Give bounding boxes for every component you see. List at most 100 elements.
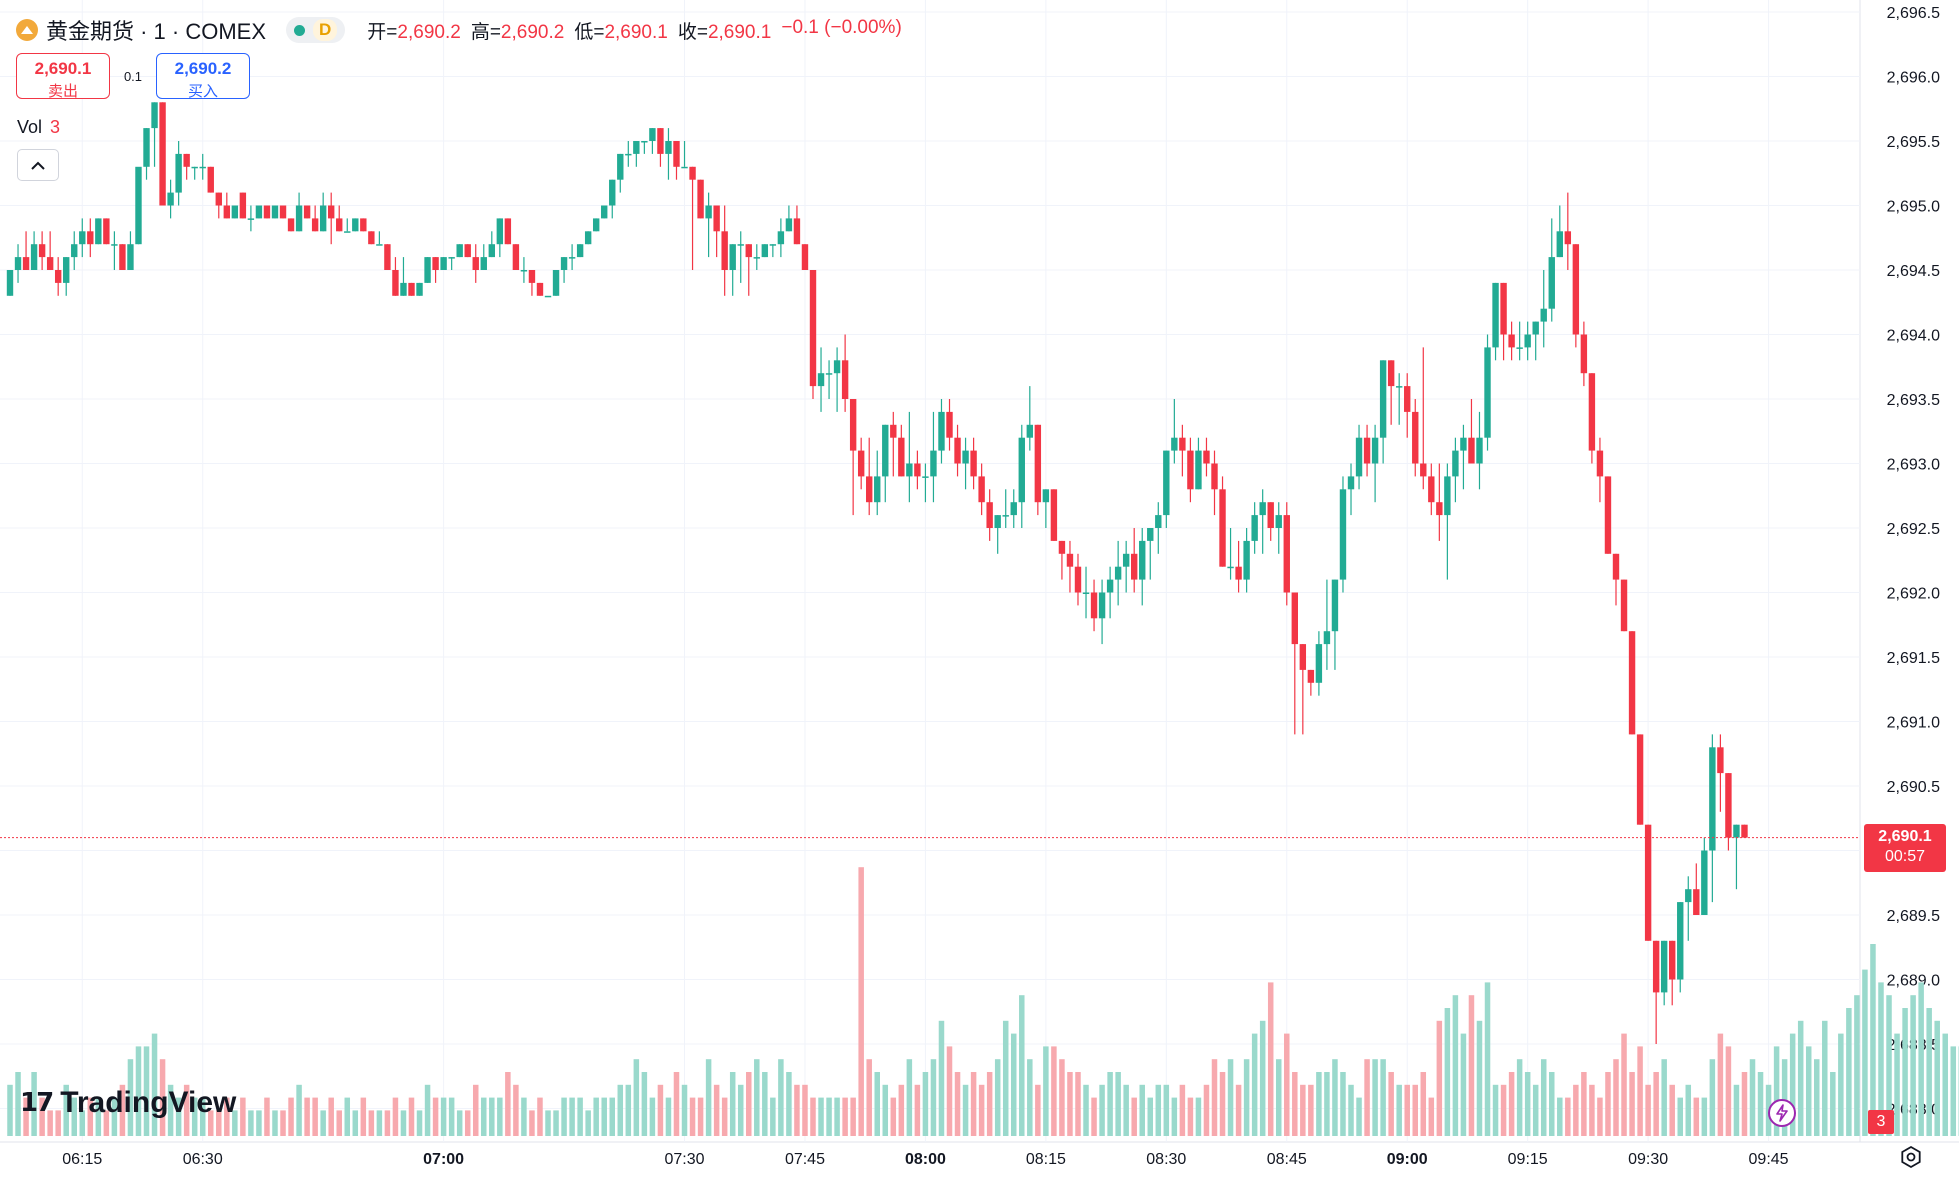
candle-body	[30, 244, 38, 270]
candle-body	[568, 257, 576, 259]
volume-bar	[729, 1072, 736, 1136]
volume-bar	[240, 1097, 246, 1136]
x-axis-tick-label: 08:30	[1146, 1151, 1186, 1168]
volume-bar	[248, 1110, 254, 1136]
candle-body	[1709, 747, 1716, 851]
volume-bar	[199, 1097, 206, 1136]
candle-body	[1195, 450, 1202, 490]
candle-body	[6, 270, 14, 296]
volume-bar	[1340, 1072, 1346, 1136]
volume-bar	[1035, 1084, 1041, 1136]
candle-body	[657, 128, 664, 154]
tradingview-logo-text: TradingView	[60, 1086, 237, 1119]
volume-bar	[930, 1059, 937, 1136]
candle-body	[1741, 824, 1748, 838]
volume-bar	[256, 1110, 262, 1136]
volume-bar	[87, 1097, 94, 1136]
candle-body	[1612, 553, 1620, 580]
candle-body	[584, 231, 592, 245]
volume-bar	[866, 1059, 872, 1136]
ohlc-close: 收=2,690.1	[677, 21, 772, 43]
candle-body	[392, 270, 399, 296]
candle-body	[946, 411, 953, 438]
candle-body	[705, 205, 712, 219]
candle-body	[472, 257, 479, 270]
volume-bar	[336, 1110, 342, 1136]
symbol-title[interactable]: 黄金期货 · 1 · COMEX	[46, 19, 267, 44]
volume-bar	[1629, 1072, 1635, 1136]
candle-body	[1476, 437, 1483, 464]
volume-bar	[1942, 1033, 1948, 1136]
candle-body	[641, 141, 648, 143]
candle-body	[1363, 437, 1371, 464]
candle-body	[271, 205, 279, 219]
tradingview-logo[interactable]: 17 TradingView	[20, 1086, 236, 1120]
candle-body	[761, 244, 769, 258]
volume-bar	[464, 1110, 471, 1136]
volume-bar	[1549, 1072, 1555, 1136]
volume-bar	[1163, 1084, 1170, 1136]
sell-price: 2,690.1	[34, 59, 92, 78]
volume-bar	[1275, 1059, 1282, 1136]
candle-body	[424, 257, 431, 283]
candle-body	[560, 257, 568, 270]
volume-bar	[1091, 1097, 1097, 1136]
volume-bar	[481, 1097, 487, 1136]
volume-bar	[352, 1110, 359, 1136]
candle-body	[303, 205, 311, 219]
candle-body	[1428, 476, 1435, 503]
candle-body	[63, 257, 70, 283]
volume-bar	[15, 1072, 21, 1136]
buy-button[interactable]: 2,690.2 买入	[156, 53, 250, 100]
volume-bar	[874, 1072, 880, 1136]
volume-bar	[561, 1097, 567, 1136]
collapse-legend-button[interactable]	[17, 149, 59, 181]
candle-body	[488, 244, 495, 258]
candle-body	[777, 231, 785, 245]
volume-bar	[794, 1084, 800, 1136]
volume-bar	[1717, 1033, 1724, 1136]
volume-bar	[1597, 1097, 1603, 1136]
bolt-icon[interactable]	[1768, 1099, 1796, 1127]
volume-bar	[1211, 1059, 1218, 1136]
candle-body	[151, 102, 158, 129]
volume-bar	[665, 1097, 672, 1136]
volume-bar	[119, 1084, 126, 1136]
volume-bar	[1573, 1084, 1579, 1136]
volume-legend[interactable]: Vol 3	[17, 117, 60, 138]
candle-body	[1315, 644, 1323, 683]
volume-bar	[1926, 1008, 1932, 1136]
candle-body	[328, 205, 335, 219]
volume-bar	[1814, 1059, 1820, 1136]
volume-bar	[1669, 1084, 1675, 1136]
candle-body	[1187, 450, 1194, 490]
volume-bar	[1123, 1084, 1129, 1136]
candle-body	[1733, 824, 1740, 838]
market-status-pill[interactable]: D	[286, 17, 346, 43]
candle-body	[368, 231, 375, 245]
candle-body	[1652, 940, 1660, 993]
candle-body	[1540, 308, 1547, 322]
y-axis-tick-label: 2,692.5	[1887, 521, 1940, 538]
candle-body	[512, 244, 520, 270]
candle-body	[1275, 515, 1282, 528]
candle-body	[1002, 515, 1009, 517]
candle-body	[263, 205, 271, 219]
settings-icon[interactable]	[1898, 1144, 1924, 1170]
volume-bar	[1396, 1084, 1402, 1136]
candle-body	[1139, 540, 1146, 580]
volume-bar	[1846, 1008, 1852, 1136]
volume-bar	[1412, 1084, 1418, 1136]
candle-body	[673, 141, 680, 167]
volume-bar	[1508, 1072, 1515, 1136]
volume-bar	[593, 1097, 599, 1136]
sell-button[interactable]: 2,690.1 卖出	[16, 53, 110, 100]
candle-body	[601, 205, 608, 219]
volume-bar	[23, 1097, 29, 1136]
symbol-header: 黄金期货 · 1 · COMEX D 开=2,690.2 高=2,690.2 低…	[0, 12, 902, 48]
candle-body	[1460, 437, 1467, 451]
volume-bar	[657, 1084, 664, 1136]
volume-bar	[1749, 1059, 1756, 1136]
volume-bar	[569, 1097, 575, 1136]
